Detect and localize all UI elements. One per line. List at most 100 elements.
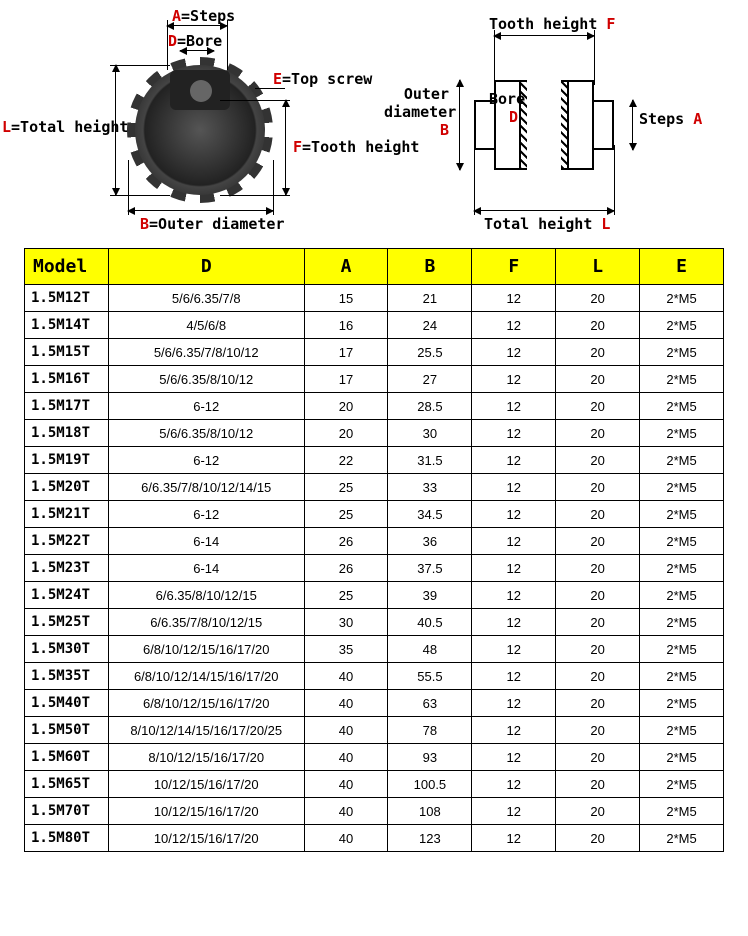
table-cell: 20 [556, 528, 640, 555]
table-cell: 22 [304, 447, 388, 474]
table-cell: 6/6.35/7/8/10/12/15 [108, 609, 304, 636]
dim-l-label: L=Total height [2, 118, 128, 136]
table-cell: 1.5M50T [25, 717, 109, 744]
table-cell: 20 [556, 609, 640, 636]
table-cell: 2*M5 [640, 339, 724, 366]
table-row: 1.5M23T6-142637.512202*M5 [25, 555, 724, 582]
dim-a-line [167, 25, 227, 26]
table-cell: 2*M5 [640, 798, 724, 825]
table-cell: 2*M5 [640, 690, 724, 717]
table-row: 1.5M14T4/5/6/8162412202*M5 [25, 312, 724, 339]
table-cell: 10/12/15/16/17/20 [108, 798, 304, 825]
table-cell: 20 [304, 393, 388, 420]
table-cell: 6/8/10/12/14/15/16/17/20 [108, 663, 304, 690]
table-cell: 12 [472, 366, 556, 393]
spec-table: ModelDABFLE 1.5M12T5/6/6.35/7/8152112202… [24, 248, 724, 852]
table-cell: 1.5M21T [25, 501, 109, 528]
table-cell: 108 [388, 798, 472, 825]
table-cell: 40 [304, 717, 388, 744]
table-cell: 20 [556, 582, 640, 609]
table-cell: 40 [304, 771, 388, 798]
table-cell: 25 [304, 582, 388, 609]
table-cell: 5/6/6.35/8/10/12 [108, 420, 304, 447]
table-cell: 1.5M23T [25, 555, 109, 582]
table-cell: 6-14 [108, 528, 304, 555]
table-header-cell: F [472, 249, 556, 285]
table-cell: 6/6.35/7/8/10/12/14/15 [108, 474, 304, 501]
table-cell: 2*M5 [640, 285, 724, 312]
table-cell: 1.5M80T [25, 825, 109, 852]
table-cell: 20 [556, 717, 640, 744]
table-cell: 20 [556, 690, 640, 717]
dim-b-label-r: OuterdiameterB [384, 85, 449, 139]
dim-b-line [128, 210, 273, 211]
table-cell: 27 [388, 366, 472, 393]
table-cell: 4/5/6/8 [108, 312, 304, 339]
table-cell: 2*M5 [640, 636, 724, 663]
table-cell: 2*M5 [640, 528, 724, 555]
table-cell: 1.5M17T [25, 393, 109, 420]
table-cell: 12 [472, 339, 556, 366]
table-cell: 1.5M35T [25, 663, 109, 690]
table-header-row: ModelDABFLE [25, 249, 724, 285]
table-cell: 20 [556, 393, 640, 420]
table-cell: 12 [472, 825, 556, 852]
table-row: 1.5M40T6/8/10/12/15/16/17/20406312202*M5 [25, 690, 724, 717]
table-cell: 5/6/6.35/7/8 [108, 285, 304, 312]
table-cell: 123 [388, 825, 472, 852]
table-cell: 20 [556, 447, 640, 474]
table-cell: 8/10/12/14/15/16/17/20/25 [108, 717, 304, 744]
table-cell: 33 [388, 474, 472, 501]
table-cell: 6/6.35/8/10/12/15 [108, 582, 304, 609]
table-cell: 2*M5 [640, 582, 724, 609]
table-cell: 1.5M22T [25, 528, 109, 555]
table-row: 1.5M60T8/10/12/15/16/17/20409312202*M5 [25, 744, 724, 771]
table-cell: 1.5M16T [25, 366, 109, 393]
dim-a-label-r: Steps A [639, 110, 702, 128]
table-cell: 25 [304, 501, 388, 528]
table-cell: 12 [472, 501, 556, 528]
table-cell: 40 [304, 825, 388, 852]
table-row: 1.5M15T5/6/6.35/7/8/10/121725.512202*M5 [25, 339, 724, 366]
table-cell: 20 [556, 663, 640, 690]
table-cell: 48 [388, 636, 472, 663]
table-cell: 6-12 [108, 447, 304, 474]
table-header-cell: L [556, 249, 640, 285]
table-cell: 2*M5 [640, 393, 724, 420]
table-cell: 20 [556, 744, 640, 771]
table-cell: 12 [472, 474, 556, 501]
table-cell: 35 [304, 636, 388, 663]
table-row: 1.5M24T6/6.35/8/10/12/15253912202*M5 [25, 582, 724, 609]
table-row: 1.5M18T5/6/6.35/8/10/12203012202*M5 [25, 420, 724, 447]
gear-photo [135, 65, 265, 195]
table-cell: 40 [304, 690, 388, 717]
table-cell: 2*M5 [640, 312, 724, 339]
table-cell: 6-12 [108, 393, 304, 420]
table-cell: 12 [472, 285, 556, 312]
table-cell: 36 [388, 528, 472, 555]
diagram-left: A=Steps D=Bore E=Top screw L=Total heigh… [20, 10, 374, 220]
table-cell: 6/8/10/12/15/16/17/20 [108, 636, 304, 663]
table-cell: 20 [556, 474, 640, 501]
table-cell: 40.5 [388, 609, 472, 636]
table-cell: 17 [304, 366, 388, 393]
table-cell: 6/8/10/12/15/16/17/20 [108, 690, 304, 717]
table-cell: 6-12 [108, 501, 304, 528]
table-cell: 12 [472, 609, 556, 636]
table-row: 1.5M70T10/12/15/16/17/204010812202*M5 [25, 798, 724, 825]
table-row: 1.5M19T6-122231.512202*M5 [25, 447, 724, 474]
table-cell: 2*M5 [640, 474, 724, 501]
table-cell: 12 [472, 528, 556, 555]
table-cell: 2*M5 [640, 663, 724, 690]
table-cell: 30 [388, 420, 472, 447]
table-cell: 20 [304, 420, 388, 447]
table-cell: 2*M5 [640, 420, 724, 447]
table-cell: 12 [472, 690, 556, 717]
diagram-panel: A=Steps D=Bore E=Top screw L=Total heigh… [0, 0, 748, 240]
table-cell: 20 [556, 420, 640, 447]
table-cell: 37.5 [388, 555, 472, 582]
table-cell: 1.5M24T [25, 582, 109, 609]
dim-e-label: E=Top screw [273, 70, 372, 88]
table-cell: 12 [472, 663, 556, 690]
table-cell: 10/12/15/16/17/20 [108, 771, 304, 798]
